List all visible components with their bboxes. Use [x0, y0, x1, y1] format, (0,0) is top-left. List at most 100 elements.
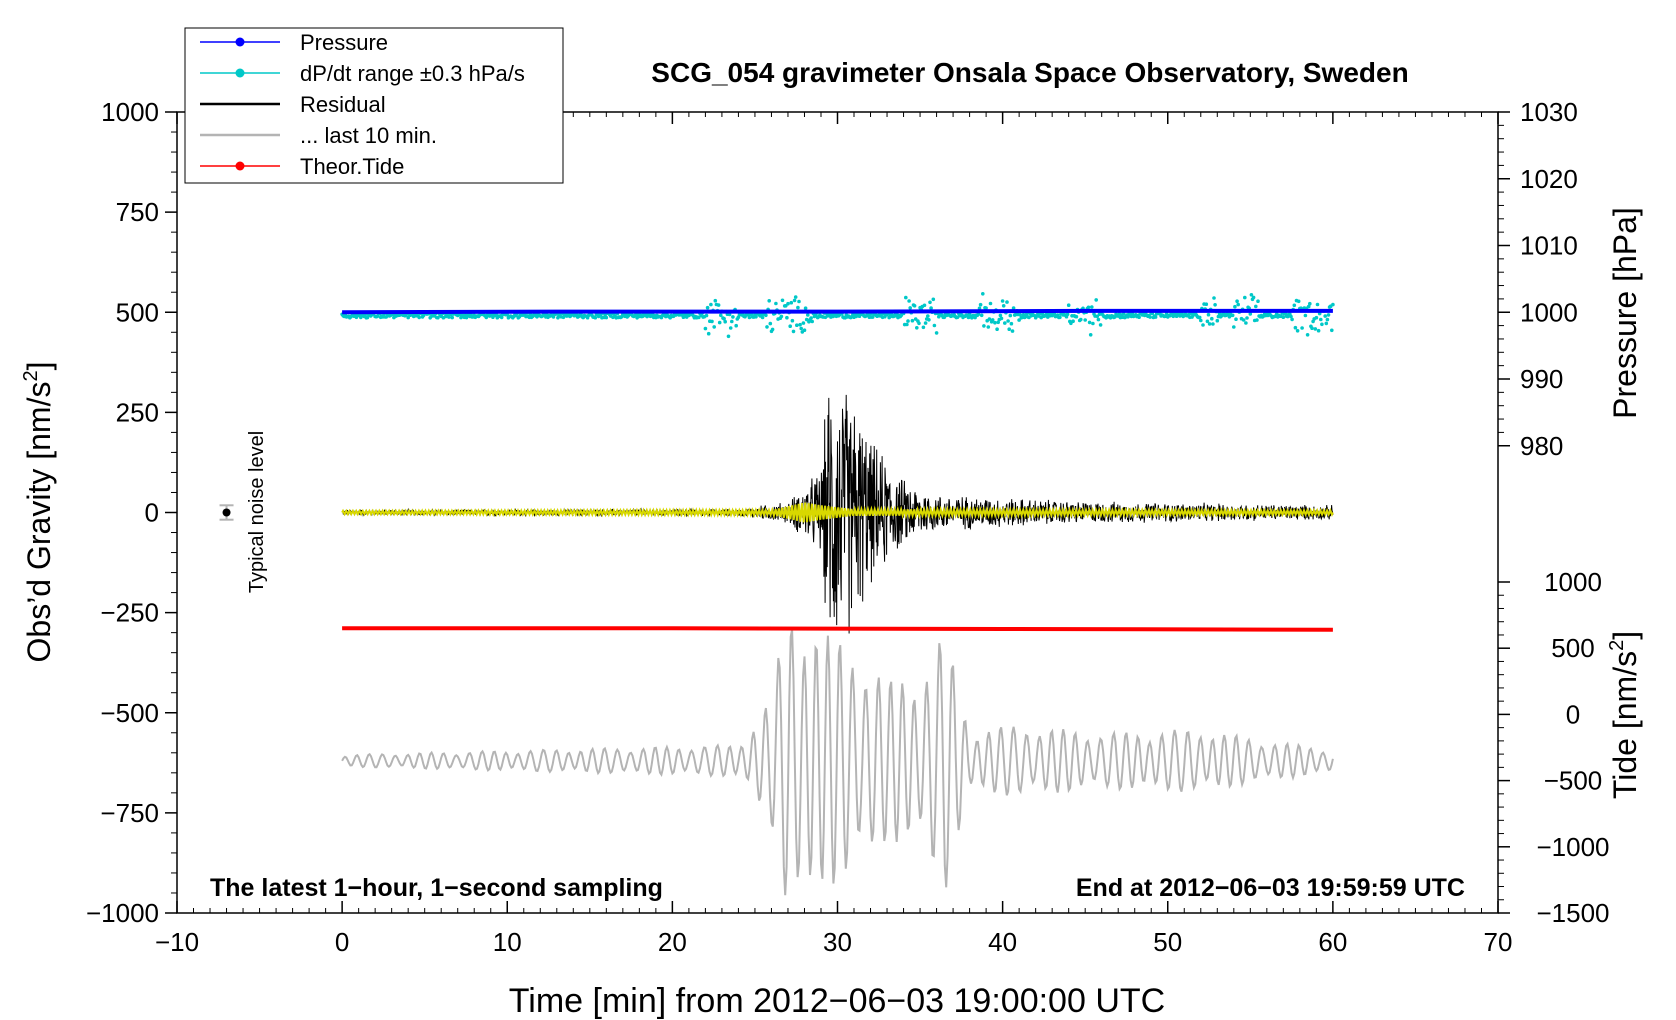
dpdt-point — [1236, 302, 1240, 307]
pressure-axis-label: Pressure [hPa] — [1607, 207, 1643, 419]
dpdt-point — [765, 325, 769, 329]
dpdt-point — [1255, 318, 1259, 322]
dpdt-point — [995, 327, 999, 332]
tide-tick-label: 500 — [1551, 633, 1594, 663]
dpdt-point — [1248, 312, 1253, 316]
dpdt-point — [1010, 329, 1015, 333]
dpdt-point — [786, 301, 790, 306]
annotation-end-time: End at 2012−06−03 19:59:59 UTC — [1076, 874, 1465, 902]
dpdt-point — [904, 295, 908, 300]
dpdt-point — [990, 318, 995, 322]
dpdt-point — [1243, 295, 1247, 300]
dpdt-point — [789, 300, 794, 305]
dpdt-point — [1235, 299, 1239, 304]
dpdt-point — [774, 301, 778, 306]
dpdt-point — [1018, 313, 1022, 317]
dpdt-point — [764, 313, 768, 318]
dpdt-point — [1290, 317, 1294, 322]
series-pressure — [342, 308, 1333, 315]
pressure-tick-label: 1030 — [1520, 97, 1578, 127]
dpdt-point — [767, 299, 771, 303]
tide-tick-label: −1000 — [1536, 832, 1609, 862]
pressure-axis: 1030 1020 1010 1000 990 980 — [1498, 97, 1578, 461]
dpdt-point — [1232, 325, 1236, 329]
gravity-tick-label: 500 — [116, 297, 159, 327]
dpdt-point — [1308, 301, 1312, 306]
dpdt-point — [1310, 326, 1314, 331]
tide-axis-label: Tide [nm/s2] — [1606, 631, 1643, 799]
dpdt-point — [1241, 318, 1246, 322]
dpdt-point — [1090, 305, 1094, 309]
tide-tick-label: 1000 — [1544, 567, 1602, 597]
legend: Pressure dP/dt range ±0.3 hPa/s Residual..… — [184, 27, 564, 184]
dpdt-point — [1249, 293, 1254, 297]
x-tick-label: 20 — [658, 927, 687, 957]
dpdt-point — [929, 306, 933, 310]
dpdt-point — [801, 321, 806, 325]
dpdt-point — [1087, 320, 1092, 325]
dpdt-point — [993, 320, 997, 325]
pressure-tick-label: 990 — [1520, 364, 1563, 394]
gravity-tick-label: −1000 — [86, 898, 159, 928]
dpdt-point — [1096, 317, 1101, 322]
dpdt-point — [1313, 327, 1318, 331]
dpdt-point — [704, 313, 709, 318]
dpdt-point — [1001, 304, 1006, 308]
dpdt-point — [1199, 318, 1203, 323]
x-axis: −10 0 10 20 30 40 50 60 70 — [155, 112, 1513, 957]
dpdt-point — [1319, 317, 1323, 322]
dpdt-point — [921, 325, 926, 330]
dpdt-point — [447, 315, 451, 319]
dpdt-point — [988, 301, 993, 306]
noise-point — [222, 508, 231, 517]
dpdt-point — [719, 313, 723, 318]
dpdt-point — [1017, 318, 1021, 322]
tide-axis-label-close: ] — [1607, 631, 1643, 640]
dpdt-point — [1305, 333, 1310, 337]
dpdt-point — [450, 315, 455, 320]
dpdt-point — [907, 299, 911, 303]
dpdt-point — [713, 298, 718, 303]
x-tick-label: −10 — [155, 927, 199, 957]
dpdt-point — [788, 324, 792, 329]
dpdt-point — [780, 298, 785, 303]
dpdt-point — [1213, 303, 1217, 307]
dpdt-point — [806, 313, 810, 317]
dpdt-point — [984, 306, 988, 310]
dpdt-point — [802, 328, 807, 333]
dpdt-point — [1320, 322, 1324, 327]
dpdt-point — [710, 319, 714, 324]
dpdt-point — [1281, 315, 1286, 320]
dpdt-point — [436, 315, 440, 320]
dpdt-point — [1011, 306, 1016, 310]
dpdt-point — [932, 323, 937, 328]
left-axis-label: Obs’d Gravity [nm/s2] — [20, 362, 57, 663]
x-tick-label: 0 — [335, 927, 349, 957]
dpdt-point — [1306, 304, 1311, 309]
dpdt-point — [1324, 321, 1329, 326]
legend-marker — [235, 68, 245, 78]
x-axis-label: Time [min] from 2012−06−03 19:00:00 UTC — [509, 982, 1165, 1020]
series-theor-tide — [342, 626, 1333, 632]
pressure-tick-label: 1020 — [1520, 164, 1578, 194]
annotation-sampling: The latest 1−hour, 1−second sampling — [210, 874, 663, 902]
legend-label: Theor.Tide — [300, 154, 404, 179]
dpdt-point — [1316, 328, 1321, 333]
x-tick-label: 70 — [1484, 927, 1513, 957]
x-tick-label: 10 — [493, 927, 522, 957]
dpdt-point — [1079, 317, 1083, 322]
dpdt-point — [978, 302, 983, 307]
dpdt-point — [937, 314, 941, 319]
dpdt-point — [1326, 313, 1331, 317]
dpdt-point — [1058, 315, 1062, 320]
dpdt-point — [1205, 319, 1210, 324]
legend-label: ... last 10 min. — [300, 123, 437, 148]
tide-axis-label-sup: 2 — [1606, 640, 1628, 651]
dpdt-point — [979, 313, 984, 318]
dpdt-point — [1009, 321, 1014, 326]
dpdt-point — [604, 315, 609, 320]
dpdt-point — [1065, 312, 1070, 317]
dpdt-point — [1086, 305, 1091, 310]
x-tick-label: 60 — [1318, 927, 1347, 957]
